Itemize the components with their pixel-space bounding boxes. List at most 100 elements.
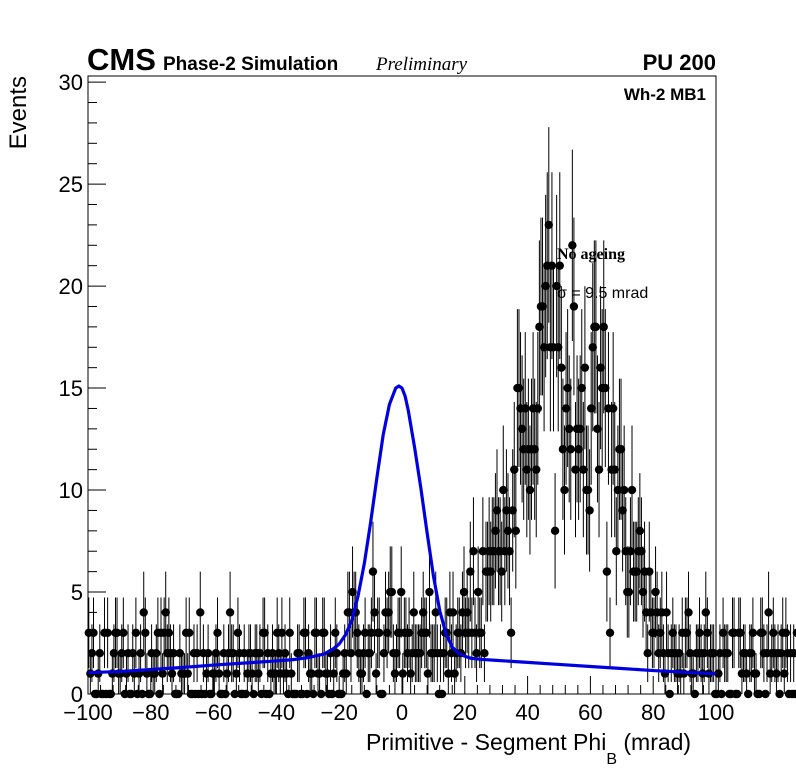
data-point — [608, 404, 618, 413]
data-point — [390, 669, 400, 678]
data-point — [568, 241, 577, 250]
data-point — [566, 445, 575, 454]
data-point — [502, 506, 511, 515]
data-point — [789, 649, 796, 658]
data-point — [591, 322, 601, 332]
data-point — [685, 649, 695, 658]
data-point — [136, 649, 145, 658]
data-point — [329, 669, 338, 678]
data-point — [117, 649, 126, 658]
data-point — [535, 322, 544, 332]
data-point — [769, 628, 778, 638]
data-point — [695, 628, 704, 638]
data-point — [368, 567, 378, 576]
data-point — [637, 547, 646, 556]
data-point — [765, 669, 775, 678]
x-axis-label-subscript: B — [606, 751, 617, 768]
data-point — [682, 628, 692, 638]
data-point — [588, 343, 597, 352]
data-point — [643, 649, 652, 658]
data-point — [152, 649, 161, 658]
data-point — [255, 649, 265, 658]
data-point — [601, 383, 610, 393]
data-point — [508, 506, 517, 515]
data-point — [732, 689, 742, 699]
data-point — [792, 628, 796, 637]
data-point — [571, 465, 580, 474]
data-point — [455, 628, 464, 638]
data-point — [635, 526, 645, 536]
data-point — [202, 669, 211, 678]
data-point — [365, 649, 375, 658]
data-point — [387, 587, 396, 597]
data-point — [439, 649, 448, 658]
data-point — [469, 547, 478, 556]
data-point — [700, 649, 709, 658]
x-tick-label: 80 — [641, 700, 665, 725]
data-point — [418, 608, 428, 617]
data-point — [638, 587, 648, 597]
data-point — [175, 649, 185, 658]
data-point — [384, 608, 393, 617]
data-point — [232, 669, 241, 678]
x-tick-label: 20 — [453, 700, 477, 725]
data-point — [645, 567, 654, 576]
fit-curve-group — [87, 384, 717, 676]
data-point — [532, 465, 541, 474]
data-point — [425, 587, 434, 597]
data-point — [627, 485, 637, 495]
x-tick-label: 60 — [578, 700, 602, 725]
data-point — [662, 608, 671, 617]
data-point — [781, 628, 791, 638]
data-point — [87, 649, 97, 658]
data-point — [701, 608, 710, 617]
axis-tick-labels: −100 −80 −60 −40 −20 0 20 40 60 80 100 0 5 10 15 20 25 30 — [59, 70, 735, 725]
data-point — [558, 445, 568, 454]
data-point — [459, 587, 469, 597]
data-point — [167, 669, 177, 678]
data-point — [491, 526, 500, 536]
data-point — [472, 649, 481, 658]
data-point — [164, 628, 174, 638]
data-point — [331, 628, 340, 638]
data-point — [332, 649, 342, 658]
data-point — [723, 649, 732, 658]
data-point — [406, 669, 415, 678]
header: CMS Phase-2 Simulation Preliminary PU 20… — [87, 42, 716, 77]
data-point — [521, 404, 530, 413]
data-point — [304, 649, 313, 658]
data-point — [214, 669, 224, 678]
cms-logo-text: CMS — [87, 42, 156, 77]
data-point — [594, 465, 604, 474]
fit-curve — [87, 384, 717, 676]
data-point — [514, 383, 524, 393]
pileup-label: PU 200 — [643, 50, 716, 75]
data-point — [379, 649, 389, 658]
data-point — [112, 628, 122, 638]
data-point — [233, 628, 243, 638]
data-point — [450, 669, 459, 678]
data-point — [431, 608, 440, 617]
data-point — [348, 587, 357, 597]
data-point — [565, 424, 574, 434]
data-point — [510, 465, 519, 474]
data-point — [301, 628, 310, 638]
data-point — [213, 628, 222, 638]
data-point — [277, 628, 287, 638]
data-point — [274, 649, 283, 658]
x-tick-label: −100 — [63, 700, 113, 725]
y-tick-label: 10 — [59, 478, 83, 503]
data-point — [131, 628, 141, 638]
data-point — [466, 567, 475, 576]
data-point — [613, 485, 623, 495]
data-point — [632, 567, 641, 576]
data-point — [610, 465, 619, 474]
y-tick-label: 15 — [59, 376, 83, 401]
data-point — [776, 649, 786, 658]
data-point — [586, 404, 596, 413]
data-point — [758, 628, 767, 638]
data-point — [444, 669, 453, 678]
data-point — [346, 649, 356, 658]
data-point — [158, 669, 167, 678]
data-point — [477, 628, 486, 638]
